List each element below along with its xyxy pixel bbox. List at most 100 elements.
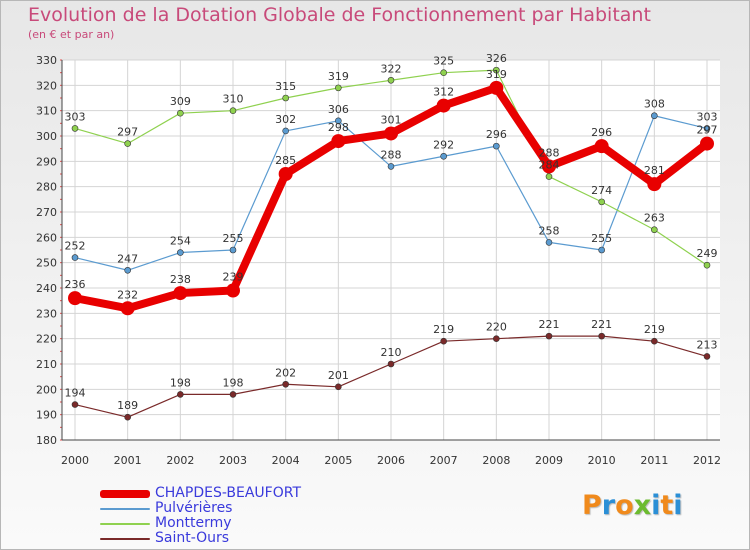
data-point [598,246,605,254]
data-label: 219 [433,323,454,336]
data-label: 201 [328,369,349,382]
data-label: 322 [381,62,402,75]
data-label: 221 [539,318,560,331]
data-label: 255 [223,232,244,245]
data-label: 198 [223,376,244,389]
data-point [173,286,188,301]
legend-swatch [100,538,150,540]
data-label: 308 [644,98,665,111]
data-point [71,254,79,261]
data-label: 232 [117,288,138,301]
legend-label: CHAPDES-BEAUFORT [155,485,301,501]
data-label: 263 [644,212,665,225]
data-label: 301 [381,113,402,126]
data-point [493,142,500,150]
data-point [703,353,711,360]
data-point [68,291,82,306]
data-point [440,69,447,76]
data-label: 221 [591,318,612,331]
y-tick-label: 250 [36,257,57,270]
data-label: 310 [223,93,244,106]
y-tick-label: 200 [36,383,57,396]
logo-letter: t [660,490,674,521]
logo-letter: i [651,490,661,521]
x-tick-label: 2004 [272,454,300,467]
y-tick-label: 230 [36,307,57,320]
logo-letter: P [582,490,602,521]
data-point [177,109,184,117]
data-point [71,401,79,408]
x-tick-label: 2006 [377,454,405,467]
y-tick-label: 280 [36,181,57,194]
data-point [384,126,398,141]
data-label: 284 [539,159,560,172]
data-point [598,198,605,206]
data-point [493,335,500,342]
data-label: 297 [117,126,138,139]
y-tick-label: 210 [36,358,57,371]
logo-letter: i [673,490,683,521]
data-label: 297 [697,124,718,137]
data-label: 213 [697,338,718,351]
data-label: 288 [381,148,402,161]
data-label: 302 [275,113,296,126]
data-label: 325 [433,55,454,68]
y-tick-label: 330 [36,54,57,67]
data-point [335,84,342,92]
data-label: 315 [275,80,296,93]
data-point [647,177,662,192]
data-point [493,66,500,74]
data-label: 319 [328,70,349,83]
data-label: 198 [170,376,191,389]
data-point [124,140,131,147]
data-label: 306 [328,103,349,116]
y-tick-label: 220 [36,333,57,346]
data-label: 303 [65,110,86,123]
proxiti-logo: Proxiti [582,490,683,521]
data-point [387,163,395,170]
data-label: 239 [223,271,244,284]
x-tick-label: 2003 [219,454,247,467]
data-label: 258 [539,224,560,237]
data-point [440,152,447,160]
legend-label: Pulvérières [155,500,233,516]
data-point [545,173,553,180]
y-tick-label: 310 [36,105,57,118]
data-label: 254 [170,235,191,248]
data-label: 255 [591,232,612,245]
data-point [278,167,293,181]
data-point [703,125,711,132]
x-tick-label: 2000 [61,454,89,467]
logo-letter: o [615,490,634,521]
data-label: 194 [65,387,86,400]
data-point [387,76,395,84]
data-point [335,383,342,391]
x-tick-label: 2012 [693,454,721,467]
legend-label: Monttermy [155,515,232,531]
y-tick-label: 290 [36,155,57,168]
data-point [703,261,711,269]
data-point [229,107,237,114]
data-label: 319 [486,68,507,81]
data-point [542,159,556,174]
data-point [594,139,609,154]
logo-letter: x [633,490,652,521]
data-point [124,413,131,421]
data-point [651,112,658,120]
data-point [177,391,184,398]
data-point [124,266,131,274]
data-label: 285 [275,154,296,167]
data-label: 292 [433,138,454,151]
data-point [545,239,553,246]
data-point [387,360,395,368]
legend-label: Saint-Ours [155,530,230,546]
data-label: 220 [486,321,507,334]
data-point [598,332,605,340]
x-tick-label: 2009 [535,454,563,467]
y-tick-label: 260 [36,231,57,244]
data-label: 298 [328,121,349,134]
data-point [700,136,714,151]
y-tick-label: 270 [36,206,57,219]
data-point [120,301,135,316]
